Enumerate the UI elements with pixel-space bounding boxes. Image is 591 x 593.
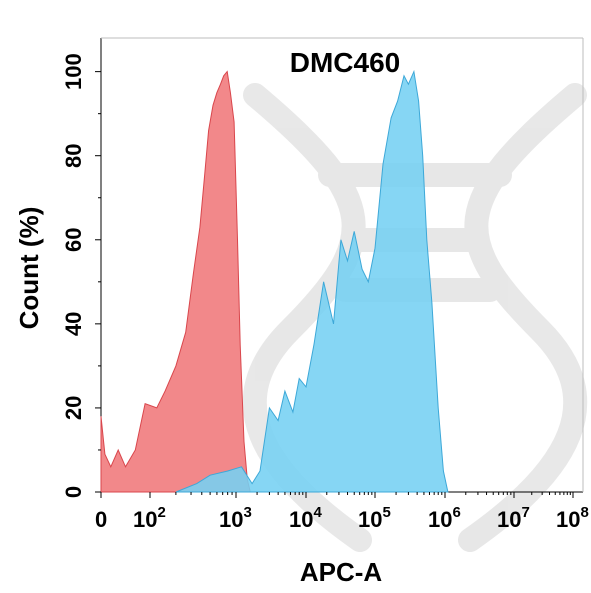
- x-tick-label-4: 105: [358, 504, 391, 532]
- x-tick-label-0: 0: [95, 507, 107, 532]
- x-tick-label-exp-7: 8: [580, 504, 588, 521]
- x-tick-label-2: 103: [219, 504, 252, 532]
- x-tick-label-base-1: 10: [133, 507, 157, 532]
- x-tick-label-3: 104: [289, 504, 322, 532]
- y-tick-label-40: 40: [61, 312, 86, 336]
- histogram-area-2: [175, 69, 449, 493]
- x-tick-label-exp-4: 5: [382, 504, 390, 521]
- y-tick-label-60: 60: [61, 228, 86, 252]
- x-axis-title: APC-A: [300, 557, 383, 587]
- x-tick-label-base-6: 10: [497, 507, 521, 532]
- x-tick-label-exp-2: 3: [243, 504, 251, 521]
- x-tick-label-base-0: 0: [95, 507, 107, 532]
- x-tick-label-7: 108: [556, 504, 589, 532]
- x-tick-label-exp-6: 7: [521, 504, 529, 521]
- y-tick-label-100: 100: [61, 53, 86, 90]
- x-tick-label-6: 107: [497, 504, 530, 532]
- x-tick-label-base-4: 10: [358, 507, 382, 532]
- x-tick-label-base-7: 10: [556, 507, 580, 532]
- x-tick-label-1: 102: [133, 504, 166, 532]
- x-tick-label-base-3: 10: [289, 507, 313, 532]
- histogram-area-1: [100, 70, 251, 493]
- x-tick-label-exp-3: 4: [313, 504, 322, 521]
- watermark-strand-2: [458, 83, 588, 552]
- x-tick-label-base-5: 10: [428, 507, 452, 532]
- ticks-layer: [95, 71, 574, 498]
- series-layer: [100, 69, 449, 493]
- y-tick-label-0: 0: [61, 486, 86, 498]
- y-tick-label-20: 20: [61, 396, 86, 420]
- x-tick-label-exp-5: 6: [452, 504, 460, 521]
- x-tick-label-exp-1: 2: [157, 504, 165, 521]
- x-tick-label-5: 106: [428, 504, 461, 532]
- x-tick-label-base-2: 10: [219, 507, 243, 532]
- y-axis-title: Count (%): [14, 207, 44, 330]
- y-tick-label-80: 80: [61, 143, 86, 167]
- chart-title: DMC460: [290, 47, 400, 78]
